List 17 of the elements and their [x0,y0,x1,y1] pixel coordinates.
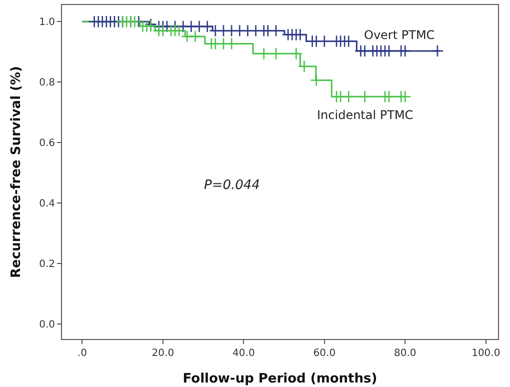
series-label: Overt PTMC [364,28,435,42]
y-tick-label: 0.2 [39,258,55,270]
x-tick-label: 60.0 [313,348,336,359]
x-tick-label: 40.0 [232,348,255,359]
y-axis-title: Recurrence-free Survival (%) [9,66,24,278]
x-tick-label: 80.0 [394,348,416,359]
y-tick-label: 0.8 [39,78,55,89]
series-label: Incidental PTMC [317,108,414,122]
y-tick-label: 0.0 [39,319,55,330]
y-tick-label: 0.6 [39,138,55,150]
annotation: P=0.044 [204,178,260,193]
x-tick-label: .0 [77,348,87,359]
y-tick-label: 1.0 [39,17,55,28]
x-tick-label: 20.0 [152,348,174,359]
x-tick-label: 100.0 [472,348,500,359]
y-tick-label: 0.4 [39,198,55,210]
x-axis-title: Follow-up Period (months) [182,372,378,387]
